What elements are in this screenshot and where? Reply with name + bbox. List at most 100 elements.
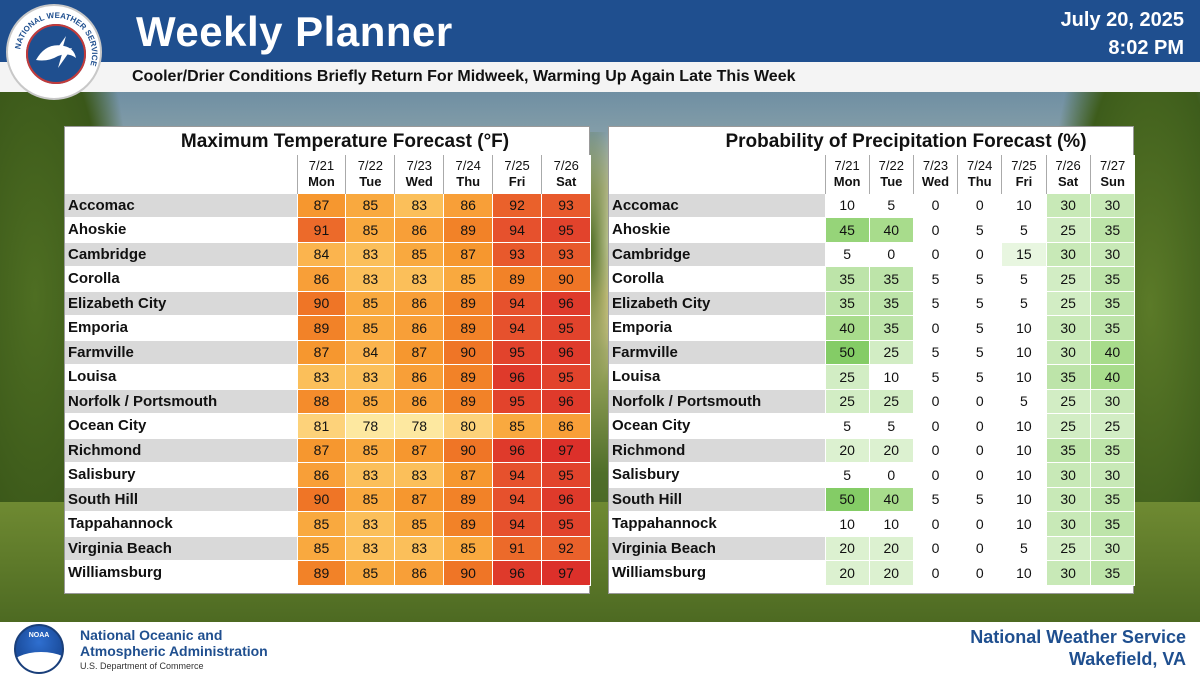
pop-cell: 10 bbox=[1001, 413, 1047, 439]
city-name: Emporia bbox=[609, 315, 826, 341]
pop-cell: 35 bbox=[1089, 486, 1136, 512]
city-name: Louisa bbox=[609, 364, 826, 390]
city-name: Cambridge bbox=[609, 241, 826, 267]
issue-time: 8:02 PM bbox=[1108, 37, 1184, 59]
table-row: South Hill 90 85 87 89 94 96 bbox=[65, 486, 591, 512]
noaa-name: National Oceanic and Atmospheric Adminis… bbox=[80, 627, 268, 671]
pop-cell: 35 bbox=[824, 266, 870, 292]
pop-cell: 35 bbox=[1089, 560, 1136, 586]
city-name: South Hill bbox=[609, 486, 826, 512]
table-row: Norfolk / Portsmouth 25 25 0 0 5 25 30 bbox=[609, 388, 1136, 414]
temp-cell: 95 bbox=[541, 364, 591, 390]
pop-cell: 10 bbox=[1001, 315, 1047, 341]
pop-cell: 0 bbox=[957, 560, 1003, 586]
table-row: Salisbury 86 83 83 87 94 95 bbox=[65, 462, 591, 488]
pop-cell: 5 bbox=[957, 364, 1003, 390]
pop-cell: 10 bbox=[1001, 560, 1047, 586]
pop-cell: 10 bbox=[1001, 192, 1047, 218]
pop-cell: 30 bbox=[1045, 241, 1091, 267]
temp-cell: 85 bbox=[345, 315, 396, 341]
temp-cell: 95 bbox=[492, 388, 543, 414]
noaa-name-line1: National Oceanic and bbox=[80, 627, 223, 643]
temp-cell: 86 bbox=[296, 462, 347, 488]
temp-cell: 89 bbox=[443, 486, 494, 512]
pop-cell: 35 bbox=[1089, 315, 1136, 341]
temp-cell: 83 bbox=[394, 266, 445, 292]
temperature-header-row: 7/21 Mon 7/22 Tue 7/23 Wed 7/24 Thu 7/25 Fri … bbox=[65, 155, 591, 193]
pop-cell: 25 bbox=[1045, 266, 1091, 292]
nws-office: National Weather Service Wakefield, VA bbox=[970, 626, 1186, 670]
table-row: Farmville 87 84 87 90 95 96 bbox=[65, 339, 591, 365]
temp-cell: 87 bbox=[443, 241, 494, 267]
pop-cell: 35 bbox=[1045, 437, 1091, 463]
temp-cell: 93 bbox=[541, 192, 591, 218]
pop-cell: 10 bbox=[1001, 511, 1047, 537]
pop-cell: 50 bbox=[824, 339, 870, 365]
pop-cell: 10 bbox=[1001, 339, 1047, 365]
table-row: Norfolk / Portsmouth 88 85 86 89 95 96 bbox=[65, 388, 591, 414]
pop-cell: 20 bbox=[868, 437, 914, 463]
pop-cell: 15 bbox=[1001, 241, 1047, 267]
temp-cell: 86 bbox=[394, 217, 445, 243]
issue-datetime: July 20, 2025 8:02 PM bbox=[1061, 6, 1184, 62]
city-name: Accomac bbox=[609, 192, 826, 218]
pop-cell: 5 bbox=[824, 241, 870, 267]
temp-cell: 90 bbox=[541, 266, 591, 292]
pop-cell: 35 bbox=[868, 290, 914, 316]
pop-cell: 35 bbox=[1089, 290, 1136, 316]
city-name: Ocean City bbox=[609, 413, 826, 439]
temp-cell: 92 bbox=[541, 535, 591, 561]
temp-cell: 85 bbox=[345, 486, 396, 512]
header-bar: Weekly Planner July 20, 2025 8:02 PM bbox=[0, 0, 1200, 62]
pop-cell: 30 bbox=[1045, 486, 1091, 512]
precip-header-row: 7/21 Mon 7/22 Tue 7/23 Wed 7/24 Thu 7/25 Fri … bbox=[609, 155, 1135, 193]
temp-cell: 83 bbox=[345, 511, 396, 537]
temp-cell: 84 bbox=[296, 241, 347, 267]
table-row: Corolla 86 83 83 85 89 90 bbox=[65, 266, 591, 292]
pop-cell: 25 bbox=[868, 339, 914, 365]
pop-col-header: 7/22 Tue bbox=[868, 155, 914, 193]
temperature-table-title: Maximum Temperature Forecast (°F) bbox=[180, 131, 510, 152]
temp-col-header: 7/25 Fri bbox=[492, 155, 542, 193]
table-row: Cambridge 84 83 85 87 93 93 bbox=[65, 241, 591, 267]
pop-cell: 40 bbox=[1089, 364, 1136, 390]
pop-cell: 0 bbox=[957, 241, 1003, 267]
table-row: Louisa 83 83 86 89 96 95 bbox=[65, 364, 591, 390]
pop-cell: 25 bbox=[1045, 535, 1091, 561]
table-row: Virginia Beach 20 20 0 0 5 25 30 bbox=[609, 535, 1136, 561]
pop-cell: 25 bbox=[1045, 290, 1091, 316]
pop-cell: 5 bbox=[912, 339, 959, 365]
temp-cell: 85 bbox=[394, 511, 445, 537]
temp-col-header: 7/24 Thu bbox=[443, 155, 493, 193]
pop-cell: 40 bbox=[1089, 339, 1136, 365]
page-subtitle: Cooler/Drier Conditions Briefly Return F… bbox=[132, 68, 796, 85]
temp-cell: 85 bbox=[443, 266, 494, 292]
pop-cell: 0 bbox=[912, 511, 959, 537]
table-row: Louisa 25 10 5 5 10 35 40 bbox=[609, 364, 1136, 390]
pop-cell: 35 bbox=[1089, 266, 1136, 292]
temp-cell: 83 bbox=[394, 192, 445, 218]
pop-cell: 10 bbox=[824, 511, 870, 537]
temp-cell: 86 bbox=[394, 364, 445, 390]
table-row: Tappahannock 85 83 85 89 94 95 bbox=[65, 511, 591, 537]
table-row: Elizabeth City 90 85 86 89 94 96 bbox=[65, 290, 591, 316]
table-row: Ahoskie 91 85 86 89 94 95 bbox=[65, 217, 591, 243]
temp-cell: 85 bbox=[345, 560, 396, 586]
temp-cell: 86 bbox=[394, 290, 445, 316]
temp-col-header: 7/21 Mon bbox=[296, 155, 346, 193]
pop-cell: 20 bbox=[868, 535, 914, 561]
temp-cell: 89 bbox=[296, 560, 347, 586]
table-row: Corolla 35 35 5 5 5 25 35 bbox=[609, 266, 1136, 292]
pop-col-header: 7/23 Wed bbox=[912, 155, 958, 193]
pop-cell: 0 bbox=[912, 437, 959, 463]
pop-cell: 0 bbox=[957, 511, 1003, 537]
pop-cell: 0 bbox=[868, 462, 914, 488]
temp-cell: 85 bbox=[345, 388, 396, 414]
city-name: Elizabeth City bbox=[609, 290, 826, 316]
table-row: Cambridge 5 0 0 0 15 30 30 bbox=[609, 241, 1136, 267]
pop-cell: 10 bbox=[868, 511, 914, 537]
temp-cell: 85 bbox=[345, 290, 396, 316]
temp-cell: 91 bbox=[492, 535, 543, 561]
temp-cell: 94 bbox=[492, 486, 543, 512]
pop-cell: 25 bbox=[824, 388, 870, 414]
